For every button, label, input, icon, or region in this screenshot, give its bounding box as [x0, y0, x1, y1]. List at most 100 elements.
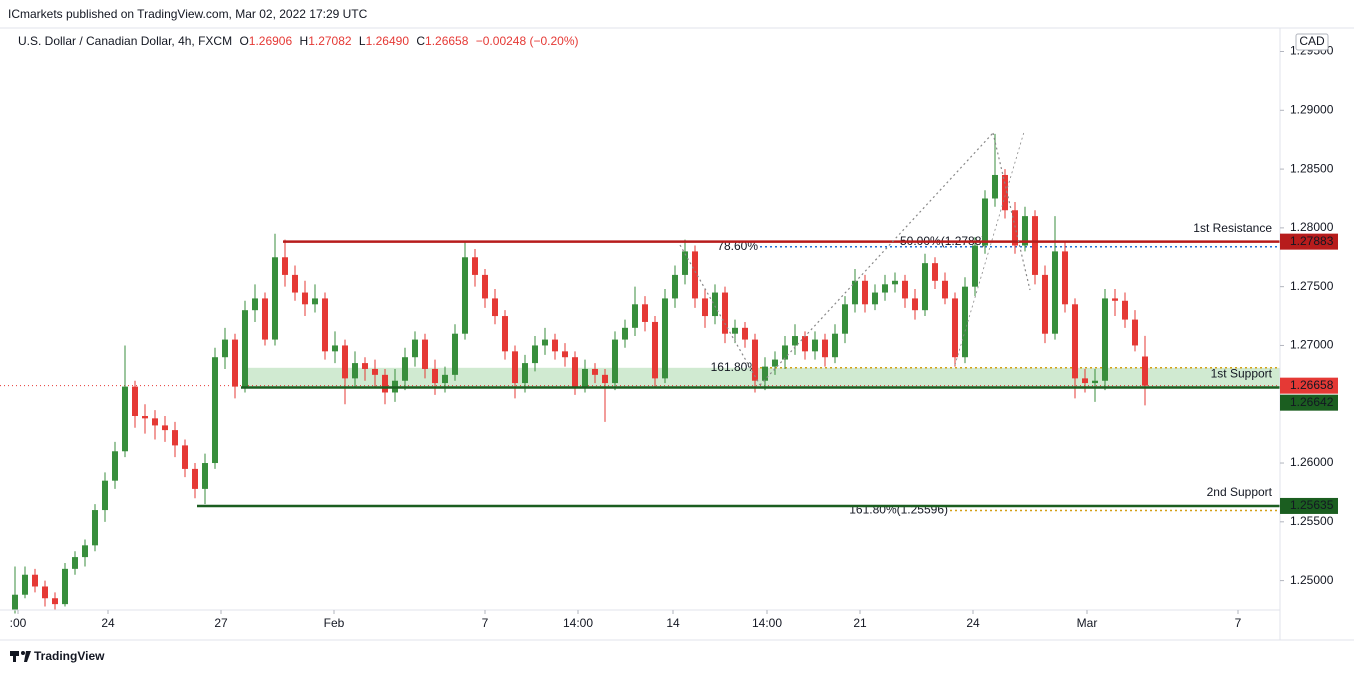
- candle-body: [752, 339, 758, 381]
- candle-body: [332, 345, 338, 352]
- level-name: 2nd Support: [1207, 485, 1273, 499]
- candle-body: [562, 351, 568, 358]
- candle-body: [452, 333, 458, 375]
- candle-body: [52, 598, 58, 605]
- candle-body: [692, 251, 698, 299]
- candle-body: [302, 292, 308, 305]
- candle-body: [382, 374, 388, 393]
- candle-body: [122, 386, 128, 452]
- candle-body: [832, 333, 838, 358]
- candle-body: [142, 416, 148, 419]
- candle-body: [1132, 319, 1138, 346]
- candle-body: [1022, 216, 1028, 246]
- candle-body: [362, 363, 368, 369]
- candle-body: [262, 298, 268, 340]
- currency-box[interactable]: [1295, 33, 1329, 51]
- y-tick-label: 1.26000: [1290, 455, 1334, 469]
- candle-body: [922, 263, 928, 311]
- candle-body: [732, 327, 738, 334]
- candle-body: [932, 263, 938, 281]
- legend-value: 1.26490: [366, 34, 410, 48]
- candle-body: [1002, 174, 1008, 211]
- price-tag-label: 1.27883: [1290, 234, 1334, 248]
- candle-body: [892, 280, 898, 285]
- candle-body: [462, 257, 468, 334]
- candle-body: [672, 274, 678, 299]
- candle-body: [162, 425, 168, 431]
- candle-body: [232, 339, 238, 387]
- candle-body: [1032, 216, 1038, 275]
- level-name: 1st Support: [1211, 367, 1273, 381]
- price-tag: [1280, 497, 1338, 514]
- candle-body: [292, 274, 298, 293]
- candle-body: [1072, 304, 1078, 379]
- x-tick-label: Feb: [324, 616, 345, 630]
- price-tag-label: 1.26658: [1290, 378, 1334, 392]
- candle-body: [1102, 298, 1108, 381]
- x-tick-label: 14:00: [563, 616, 593, 630]
- candle-body: [802, 336, 808, 352]
- price-tag: [1280, 394, 1338, 411]
- symbol: U.S. Dollar / Canadian Dollar, 4h, FXCM: [18, 34, 232, 48]
- candle-body: [72, 557, 78, 569]
- candle-body: [912, 298, 918, 311]
- candle-body: [662, 298, 668, 379]
- candle-body: [592, 368, 598, 375]
- candle-body: [632, 304, 638, 328]
- candle-body: [852, 280, 858, 305]
- level-name: 1st Resistance: [1193, 221, 1272, 235]
- legend-value: 1.26658: [425, 34, 469, 48]
- candle-body: [482, 274, 488, 299]
- candle-body: [1012, 210, 1018, 246]
- fib-label: 161.80%: [711, 360, 759, 374]
- candle-body: [272, 257, 278, 340]
- legend: U.S. Dollar / Canadian Dollar, 4h, FXCM …: [18, 34, 579, 48]
- candle-body: [1052, 251, 1058, 334]
- candle-body: [792, 336, 798, 346]
- candle-body: [972, 245, 978, 287]
- currency[interactable]: CAD: [1299, 34, 1325, 48]
- x-tick-label: 27: [214, 616, 228, 630]
- legend-key: L: [359, 34, 366, 48]
- logo-mark: [24, 651, 31, 662]
- candle-body: [782, 345, 788, 360]
- candle-body: [552, 339, 558, 352]
- axes: 1.295001.290001.285001.280001.275001.270…: [10, 44, 1338, 630]
- x-tick-label: 7: [482, 616, 489, 630]
- candle-body: [902, 280, 908, 299]
- legend-value: 1.26906: [249, 34, 293, 48]
- candle-body: [1142, 356, 1148, 386]
- candle-body: [842, 304, 848, 334]
- y-tick-label: 1.28500: [1290, 161, 1334, 175]
- candle-body: [82, 545, 88, 558]
- candle-body: [432, 368, 438, 384]
- candle-body: [1092, 380, 1098, 384]
- legend-change: −0.00248 (−0.20%): [476, 34, 579, 48]
- fib-leg: [679, 244, 761, 386]
- tradingview-logo: [10, 651, 31, 662]
- candle-body: [12, 594, 18, 610]
- candle-body: [242, 310, 248, 387]
- candle-body: [412, 339, 418, 358]
- candle-body: [182, 445, 188, 469]
- candle-body: [702, 298, 708, 317]
- fib-leg: [992, 132, 1031, 291]
- candle-body: [762, 366, 768, 381]
- candle-body: [62, 568, 68, 605]
- y-tick-label: 1.25500: [1290, 514, 1334, 528]
- price-tag: [1280, 233, 1338, 250]
- y-tick-label: 1.29000: [1290, 102, 1334, 116]
- candle-body: [582, 368, 588, 387]
- candle-body: [1042, 274, 1048, 334]
- fib-leg: [759, 132, 994, 386]
- candle-body: [542, 339, 548, 346]
- candle-body: [1082, 378, 1088, 384]
- candle-body: [872, 292, 878, 305]
- x-tick-label: Mar: [1077, 616, 1098, 630]
- candle-body: [652, 321, 658, 379]
- candle-body: [712, 292, 718, 317]
- candle-body: [102, 480, 108, 511]
- candle-body: [742, 327, 748, 340]
